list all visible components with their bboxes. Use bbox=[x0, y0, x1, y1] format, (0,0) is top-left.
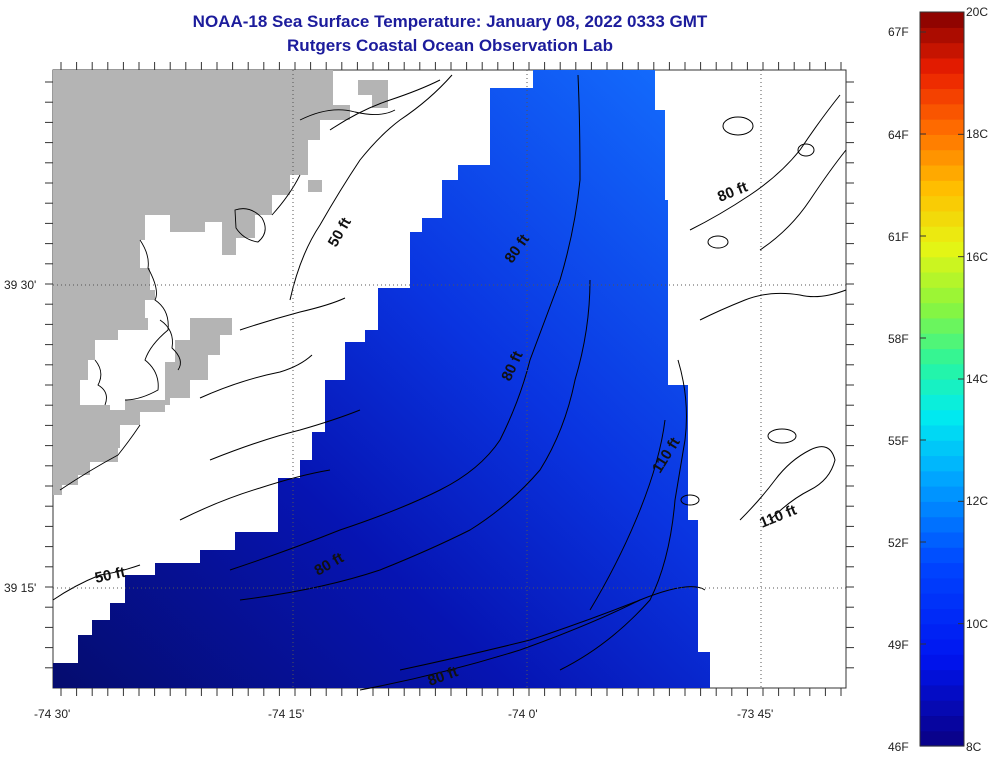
graticule bbox=[53, 70, 846, 688]
colorbar-c-label: 14C bbox=[966, 372, 989, 386]
colorbar-segment bbox=[920, 730, 964, 747]
colorbar-segment bbox=[920, 455, 964, 472]
colorbar-c-label: 20C bbox=[966, 5, 989, 19]
colorbar-segment bbox=[920, 226, 964, 242]
colorbar-c-label: 18C bbox=[966, 127, 989, 141]
colorbar-segment bbox=[920, 164, 964, 181]
depth-contours bbox=[52, 74, 847, 691]
y-tick-label: 39 30' bbox=[4, 278, 37, 292]
colorbar-segment bbox=[920, 516, 964, 533]
colorbar-segment bbox=[920, 501, 964, 518]
x-tick-label: -73 45' bbox=[737, 707, 774, 721]
colorbar-c-label: 16C bbox=[966, 250, 989, 264]
colorbar-f-label: 67F bbox=[888, 25, 909, 39]
colorbar-segment bbox=[920, 531, 964, 548]
colorbar-segment bbox=[920, 333, 964, 350]
x-tick-label: -74 30' bbox=[34, 707, 71, 721]
colorbar bbox=[919, 11, 965, 747]
colorbar-segment bbox=[920, 195, 964, 212]
colorbar-segment bbox=[920, 654, 964, 671]
colorbar-segment bbox=[920, 42, 964, 59]
colorbar-segment bbox=[920, 317, 964, 334]
colorbar-segment bbox=[920, 88, 964, 105]
colorbar-segment bbox=[920, 363, 964, 380]
colorbar-segment bbox=[920, 608, 964, 625]
colorbar-segment bbox=[920, 486, 964, 502]
depth-label: 50 ft bbox=[93, 564, 127, 587]
colorbar-segment bbox=[920, 715, 964, 732]
colorbar-segment bbox=[920, 669, 964, 686]
chart-subtitle: Rutgers Coastal Ocean Observation Lab bbox=[287, 36, 613, 55]
colorbar-segment bbox=[920, 638, 964, 655]
colorbar-f-label: 46F bbox=[888, 740, 909, 754]
colorbar-c-label: 12C bbox=[966, 494, 989, 508]
colorbar-segment bbox=[920, 210, 964, 227]
colorbar-segment bbox=[920, 149, 964, 166]
colorbar-segment bbox=[920, 424, 964, 441]
colorbar-segment bbox=[920, 134, 964, 151]
colorbar-segment bbox=[920, 700, 964, 717]
land-barrier-strip bbox=[165, 318, 232, 405]
colorbar-segment bbox=[920, 547, 964, 564]
colorbar-f-label: 49F bbox=[888, 638, 909, 652]
colorbar-segment bbox=[920, 57, 964, 74]
colorbar-segment bbox=[920, 180, 964, 197]
colorbar-segment bbox=[920, 470, 964, 487]
colorbar-f-label: 58F bbox=[888, 332, 909, 346]
colorbar-c-label: 10C bbox=[966, 617, 989, 631]
colorbar-segment bbox=[920, 379, 964, 395]
colorbar-segment bbox=[920, 409, 964, 426]
colorbar-segment bbox=[920, 440, 964, 457]
colorbar-segment bbox=[920, 256, 964, 273]
colorbar-c-label: 8C bbox=[966, 740, 982, 754]
colorbar-f-label: 55F bbox=[888, 434, 909, 448]
colorbar-segment bbox=[920, 394, 964, 411]
coastline bbox=[59, 109, 396, 491]
colorbar-segment bbox=[920, 593, 964, 609]
land-islet bbox=[358, 80, 388, 108]
colorbar-segment bbox=[920, 302, 964, 319]
colorbar-f-label: 52F bbox=[888, 536, 909, 550]
colorbar-segment bbox=[920, 562, 964, 579]
chart-title: NOAA-18 Sea Surface Temperature: January… bbox=[192, 12, 708, 31]
y-tick-label: 39 15' bbox=[4, 581, 37, 595]
colorbar-segment bbox=[920, 27, 964, 44]
colorbar-segment bbox=[920, 623, 964, 640]
colorbar-segment bbox=[920, 348, 964, 365]
land-new-jersey bbox=[53, 70, 350, 495]
colorbar-segment bbox=[920, 119, 964, 135]
x-tick-label: -74 15' bbox=[268, 707, 305, 721]
colorbar-segment bbox=[920, 103, 964, 120]
colorbar-segment bbox=[920, 684, 964, 701]
x-tick-label: -74 0' bbox=[508, 707, 538, 721]
sst-data-region bbox=[53, 70, 710, 688]
colorbar-segment bbox=[920, 271, 964, 288]
colorbar-segment bbox=[920, 287, 964, 304]
colorbar-f-label: 61F bbox=[888, 230, 909, 244]
colorbar-f-label: 64F bbox=[888, 128, 909, 142]
colorbar-segment bbox=[920, 12, 964, 28]
land-islet bbox=[308, 180, 322, 192]
colorbar-segment bbox=[920, 577, 964, 594]
axis-ticks bbox=[45, 62, 854, 696]
colorbar-segment bbox=[920, 73, 964, 90]
colorbar-segment bbox=[920, 241, 964, 258]
